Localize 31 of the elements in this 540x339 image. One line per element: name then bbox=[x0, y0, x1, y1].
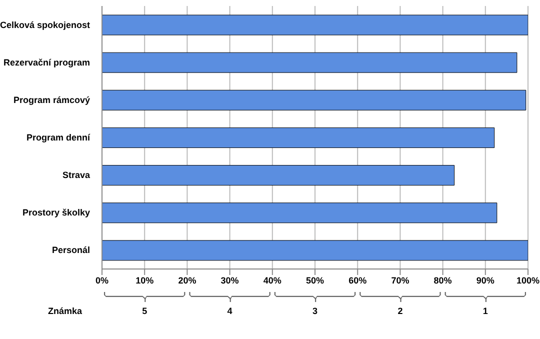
text: 4 bbox=[227, 306, 232, 316]
x-tick-label: 100% bbox=[516, 275, 540, 286]
text: 1 bbox=[482, 306, 488, 316]
x-tick-label: 80% bbox=[434, 275, 452, 286]
x-tick-label: 10% bbox=[136, 275, 154, 286]
x-tick-label: 20% bbox=[178, 275, 196, 286]
bar bbox=[102, 202, 498, 224]
y-tick-label: Program rámcový bbox=[13, 94, 90, 105]
y-tick-label: Celková spokojenost bbox=[0, 20, 90, 30]
text: Známka bbox=[48, 306, 83, 316]
y-tick-label: Strava bbox=[62, 170, 91, 180]
text: 5 bbox=[142, 306, 148, 316]
text: 3 bbox=[312, 306, 318, 316]
text: 2 bbox=[398, 306, 403, 316]
bar bbox=[102, 90, 526, 110]
x-tick-label: 90% bbox=[476, 275, 494, 286]
x-tick-label: 0% bbox=[95, 275, 109, 286]
x-tick-label: 60% bbox=[348, 275, 367, 286]
x-tick-label: 50% bbox=[306, 275, 324, 286]
y-tick-label: Personál bbox=[52, 245, 90, 256]
x-tick-label: 40% bbox=[263, 275, 282, 286]
bar bbox=[102, 14, 528, 36]
bar bbox=[102, 127, 495, 148]
y-tick-label: Rezervační program bbox=[3, 57, 90, 68]
bar bbox=[102, 240, 528, 261]
bar bbox=[102, 165, 455, 186]
x-tick-label: 30% bbox=[220, 275, 239, 286]
bar bbox=[102, 52, 518, 73]
y-tick-label: Program denní bbox=[26, 132, 90, 142]
x-tick-label: 70% bbox=[391, 275, 410, 286]
y-tick-label: Prostory školky bbox=[22, 208, 90, 218]
